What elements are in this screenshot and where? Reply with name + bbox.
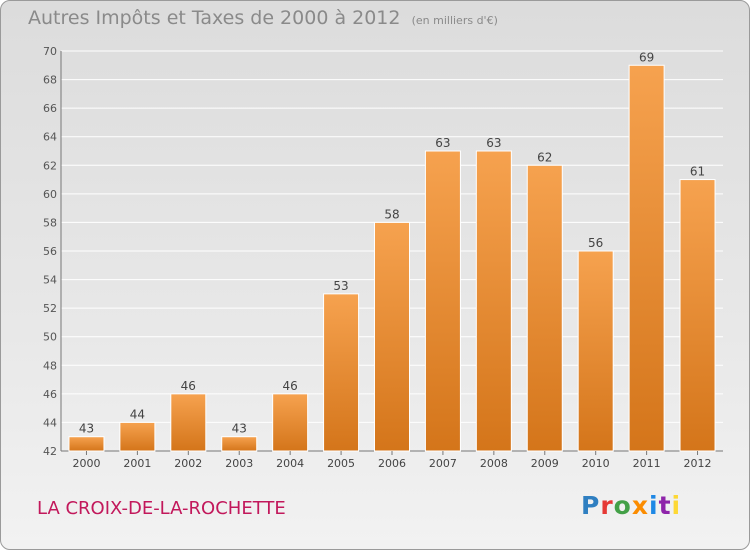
y-tick-label: 44 <box>43 416 57 429</box>
bar <box>221 436 258 452</box>
x-tick-label: 2011 <box>633 457 661 470</box>
bar-value-label: 44 <box>130 407 145 421</box>
bar-value-label: 46 <box>283 379 298 393</box>
x-tick-label: 2010 <box>582 457 610 470</box>
y-tick-label: 54 <box>43 274 57 287</box>
x-tick-label: 2009 <box>531 457 559 470</box>
bar-value-label: 58 <box>384 207 399 221</box>
bar <box>475 150 512 452</box>
bar-value-label: 53 <box>333 279 348 293</box>
chart-title: Autres Impôts et Taxes de 2000 à 2012 <box>28 7 401 29</box>
bar-value-label: 63 <box>486 136 501 150</box>
chart-unit: (en milliers d'€) <box>411 14 498 27</box>
bar <box>170 393 207 452</box>
y-tick-label: 46 <box>43 388 57 401</box>
bar-value-label: 61 <box>690 165 705 179</box>
y-tick-label: 48 <box>43 359 57 372</box>
y-tick-label: 50 <box>43 331 57 344</box>
bar <box>119 421 156 452</box>
commune-name: LA CROIX-DE-LA-ROCHETTE <box>37 498 286 519</box>
bar-value-label: 63 <box>435 136 450 150</box>
bar-value-label: 46 <box>181 379 196 393</box>
bar <box>68 436 105 452</box>
x-tick-label: 2004 <box>276 457 304 470</box>
y-tick-label: 68 <box>43 74 57 87</box>
y-tick-label: 64 <box>43 131 57 144</box>
x-tick-label: 2003 <box>225 457 253 470</box>
x-tick-label: 2005 <box>327 457 355 470</box>
bar-value-label: 56 <box>588 236 603 250</box>
bar-value-label: 43 <box>79 422 94 436</box>
bar-value-label: 62 <box>537 150 552 164</box>
bar <box>628 64 665 452</box>
y-tick-label: 62 <box>43 159 57 172</box>
y-tick-label: 52 <box>43 302 57 315</box>
x-tick-label: 2012 <box>684 457 712 470</box>
x-tick-label: 2008 <box>480 457 508 470</box>
y-tick-label: 70 <box>43 45 57 58</box>
proxiti-logo: Proxiti <box>581 491 682 520</box>
chart-title-block: Autres Impôts et Taxes de 2000 à 2012 (e… <box>28 7 498 29</box>
bar <box>577 250 614 452</box>
x-tick-label: 2006 <box>378 457 406 470</box>
bar <box>374 221 410 452</box>
y-tick-label: 66 <box>43 102 57 115</box>
x-tick-label: 2002 <box>174 457 202 470</box>
bar-value-label: 69 <box>639 50 654 64</box>
bar <box>272 393 309 452</box>
bar-value-label: 43 <box>232 422 247 436</box>
y-tick-label: 56 <box>43 245 57 258</box>
y-tick-label: 58 <box>43 216 57 229</box>
x-tick-label: 2007 <box>429 457 457 470</box>
x-tick-label: 2000 <box>72 457 100 470</box>
bar <box>679 179 716 452</box>
y-tick-label: 42 <box>43 445 57 458</box>
x-tick-label: 2001 <box>123 457 151 470</box>
bar <box>526 164 563 452</box>
y-tick-label: 60 <box>43 188 57 201</box>
bar <box>424 150 461 452</box>
bar <box>323 293 360 452</box>
